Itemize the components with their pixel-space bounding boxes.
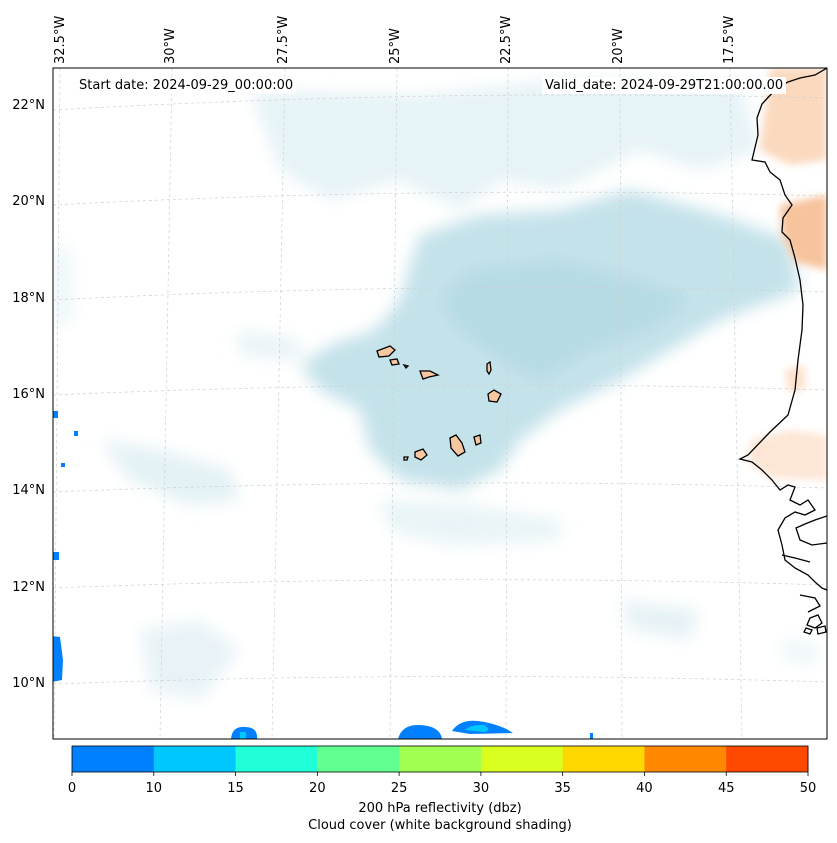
lat-label-16n: 16°N bbox=[12, 387, 45, 402]
colorbar-segment bbox=[644, 746, 727, 772]
colorbar-segment bbox=[480, 746, 564, 772]
map-frame bbox=[52, 67, 828, 740]
lat-label-10n: 10°N bbox=[12, 676, 45, 691]
lon-label-30w: 30°W bbox=[163, 28, 178, 64]
colorbar-tick-label: 30 bbox=[472, 781, 490, 796]
island-sao-nicolau bbox=[419, 370, 440, 380]
lon-label-22-5w: 22.5°W bbox=[499, 15, 514, 64]
colorbar-segment bbox=[562, 746, 645, 772]
island-santo-antao bbox=[376, 345, 396, 358]
lon-label-17-5w: 17.5°W bbox=[722, 15, 737, 64]
colorbar bbox=[71, 745, 809, 776]
colorbar-segment bbox=[72, 746, 155, 772]
colorbar-tick-label: 25 bbox=[390, 781, 408, 796]
colorbar-tick-label: 45 bbox=[717, 781, 735, 796]
colorbar-segment bbox=[153, 746, 237, 772]
cape-verde-islands bbox=[376, 345, 502, 461]
colorbar-segment bbox=[317, 746, 400, 772]
island-brava bbox=[403, 456, 409, 461]
island-santiago bbox=[449, 434, 466, 457]
reflectivity-echoes bbox=[53, 411, 593, 739]
colorbar-tick-label: 10 bbox=[145, 781, 163, 796]
island-boa-vista bbox=[487, 389, 502, 403]
colorbar-segment bbox=[726, 746, 809, 772]
colorbar-segment bbox=[399, 746, 482, 772]
colorbar-tick-label: 40 bbox=[636, 781, 653, 796]
island-sal bbox=[486, 360, 492, 376]
colorbar-tick-label: 20 bbox=[309, 781, 326, 796]
colorbar-sublabel: Cloud cover (white background shading) bbox=[308, 818, 572, 833]
island-sao-vicente bbox=[389, 358, 400, 366]
africa-coastline bbox=[738, 68, 827, 635]
lat-label-22n: 22°N bbox=[12, 98, 45, 113]
valid-date-label: Valid_date: 2024-09-29T21:00:00.00 bbox=[542, 77, 787, 94]
map-plot-area bbox=[53, 68, 827, 739]
colorbar-segment bbox=[235, 746, 318, 772]
island-fogo bbox=[414, 448, 428, 461]
colorbar-tick-label: 50 bbox=[799, 781, 817, 796]
cloud-cover-shading bbox=[53, 80, 820, 700]
lon-label-25w: 25°W bbox=[388, 28, 403, 64]
start-date-label: Start date: 2024-09-29_00:00:00 bbox=[76, 77, 297, 94]
colorbar-tick-label: 15 bbox=[227, 781, 244, 796]
lon-label-20w: 20°W bbox=[611, 28, 626, 64]
colorbar-tick-label: 35 bbox=[554, 781, 571, 796]
island-santa-luzia bbox=[402, 363, 410, 370]
colorbar-label: 200 hPa reflectivity (dbz) bbox=[358, 801, 522, 816]
island-maio bbox=[473, 434, 482, 446]
lon-label-32-5w: 32.5°W bbox=[53, 15, 68, 64]
lat-label-20n: 20°N bbox=[12, 194, 45, 209]
lat-label-18n: 18°N bbox=[12, 291, 45, 306]
lat-label-12n: 12°N bbox=[12, 580, 45, 595]
graticule bbox=[53, 68, 827, 739]
lat-label-14n: 14°N bbox=[12, 483, 45, 498]
lon-label-27-5w: 27.5°W bbox=[276, 15, 291, 64]
colorbar-tick-label: 0 bbox=[67, 781, 77, 796]
